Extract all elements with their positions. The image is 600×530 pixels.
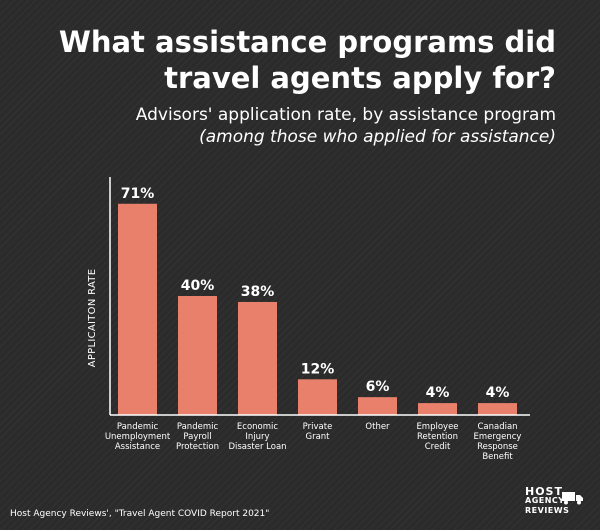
value-label-3: 12% <box>301 361 335 377</box>
bar-0 <box>118 203 157 415</box>
chart-title: What assistance programs did travel agen… <box>58 25 556 95</box>
bar-2 <box>238 301 277 415</box>
category-label-0: Pandemic Unemployment Assistance <box>105 422 171 452</box>
category-label-2: Economic Injury Disaster Loan <box>228 422 286 452</box>
logo-line-3: REVIEWS <box>525 506 570 515</box>
category-label-6: Canadian Emergency Response Benefit <box>474 422 522 462</box>
value-label-6: 4% <box>486 385 510 401</box>
bar-6 <box>478 403 517 415</box>
value-label-2: 38% <box>241 284 275 300</box>
bar-1 <box>178 296 217 415</box>
host-agency-reviews-logo: HOST AGENCY REVIEWS <box>525 486 589 520</box>
value-label-0: 71% <box>121 186 155 202</box>
bar-3 <box>298 379 337 415</box>
category-label-5: Employee Retention Credit <box>416 422 458 452</box>
truck-icon <box>562 492 583 505</box>
bars-group: 71% Pandemic Unemployment Assistance 40% Pand… <box>105 186 522 462</box>
logo-line-2: AGENCY <box>525 496 565 505</box>
source-note: Host Agency Reviews', "Travel Agent COVI… <box>10 509 270 519</box>
bar-chart: APPLICAITON RATE 71% Pandemic Unemployment… <box>87 177 530 462</box>
bar-4 <box>358 397 397 415</box>
chart-subtitle: Advisors' application rate, by assistanc… <box>135 105 556 125</box>
category-label-1: Pandemic Payroll Protection <box>176 422 219 452</box>
logo-line-1: HOST <box>525 485 563 498</box>
chart-subtitle-note: (among those who applied for assistance) <box>199 127 556 147</box>
value-label-5: 4% <box>426 385 450 401</box>
y-axis-label: APPLICAITON RATE <box>87 269 98 368</box>
value-label-1: 40% <box>181 278 215 294</box>
value-label-4: 6% <box>366 379 390 395</box>
category-label-4: Other <box>365 422 390 432</box>
category-label-3: Private Grant <box>303 422 333 442</box>
bar-5 <box>418 403 457 415</box>
